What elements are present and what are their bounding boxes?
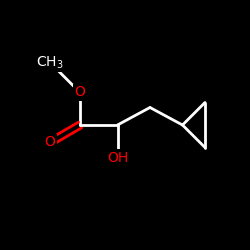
Text: O: O xyxy=(44,136,56,149)
Text: OH: OH xyxy=(107,150,128,164)
Text: CH$_3$: CH$_3$ xyxy=(36,54,64,71)
Text: O: O xyxy=(74,86,86,100)
